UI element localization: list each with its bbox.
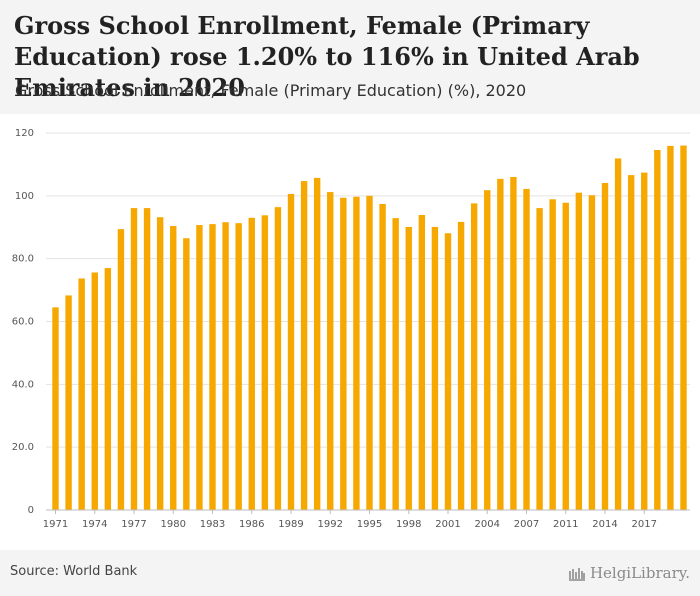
bar [497,178,504,510]
y-tick-label: 100 [15,191,34,202]
bar [484,190,491,510]
bar [117,229,125,510]
bar [366,195,373,510]
y-tick-label: 80.0 [12,254,34,265]
x-tick-label: 2011 [553,519,578,530]
bar [287,193,295,510]
x-tick-label: 1989 [278,519,303,530]
bar [444,233,452,510]
bar [536,208,543,511]
bar [209,224,216,510]
x-tick-label: 1986 [239,519,264,530]
bar [52,307,59,510]
bar [562,202,569,510]
bar [65,295,72,510]
y-tick-label: 60.0 [12,317,34,328]
chart-subtitle: Gross School Enrollment, Female (Primary… [15,81,527,100]
x-tick-label: 1983 [200,519,225,530]
bar [641,172,648,510]
bar-chart: 0 20.0 40.0 60.0 80.0 100 120 1971 1974 1977 1980 1… [12,128,690,530]
bar [523,188,530,510]
bar [470,203,478,510]
bar [431,226,439,510]
x-tick-label: 1992 [318,519,343,530]
bar [248,217,255,510]
bar [588,195,596,510]
bar [601,182,609,510]
bar [510,176,517,510]
bar [156,217,164,510]
bar [274,207,282,510]
x-tick-label: 1971 [43,519,68,530]
x-tick-label: 1980 [161,519,186,530]
bar [379,204,386,511]
bar [549,199,556,510]
bar [91,272,98,510]
bar [104,268,112,510]
x-tick-label: 2001 [435,519,460,530]
bar [196,225,203,510]
bar [627,175,635,510]
bar [392,218,399,510]
brand-name: HelgiLibrary. [589,564,690,582]
x-tick-label: 1995 [357,519,382,530]
y-tick-label: 0 [28,505,34,516]
source-label: Source: World Bank [10,564,138,579]
bar [170,225,177,510]
bar [222,222,229,510]
x-tick-label: 2017 [632,519,657,530]
x-tick-label: 1998 [396,519,421,530]
bar [143,208,151,511]
x-tick-label: 2014 [592,519,617,530]
bar [261,215,269,510]
bar [235,223,242,510]
y-tick-label: 20.0 [12,442,34,453]
helgilibrary-logo: HelgiLibrary. [568,562,690,584]
x-tick-label: 2007 [514,519,539,530]
bar [300,181,308,510]
y-tick-label: 120 [15,128,34,139]
bar [327,192,334,510]
footer: Source: World Bank HelgiLibrary. [0,550,700,596]
bar [575,192,583,511]
bar [183,238,190,510]
chart-area: 0 20.0 40.0 60.0 80.0 100 120 1971 1974 1977 1980 1… [0,114,700,550]
headline: Gross School Enrollment, Female (Primary… [14,11,640,102]
bar [405,226,412,510]
bar [130,208,138,511]
title-block: Gross School Enrollment, Female (Primary… [0,0,700,114]
x-tick-label: 1977 [121,519,146,530]
x-tick-label: 1974 [82,519,107,530]
bar [614,158,622,510]
bar [654,149,661,510]
bar [353,196,360,511]
bar [78,278,85,510]
bar [313,177,321,510]
bar [340,197,347,510]
bar [418,214,426,510]
bar [667,145,674,510]
y-tick-label: 40.0 [12,379,34,390]
bar [680,145,687,511]
x-tick-label: 2004 [475,519,500,530]
library-icon [568,568,585,581]
bar [457,221,465,510]
